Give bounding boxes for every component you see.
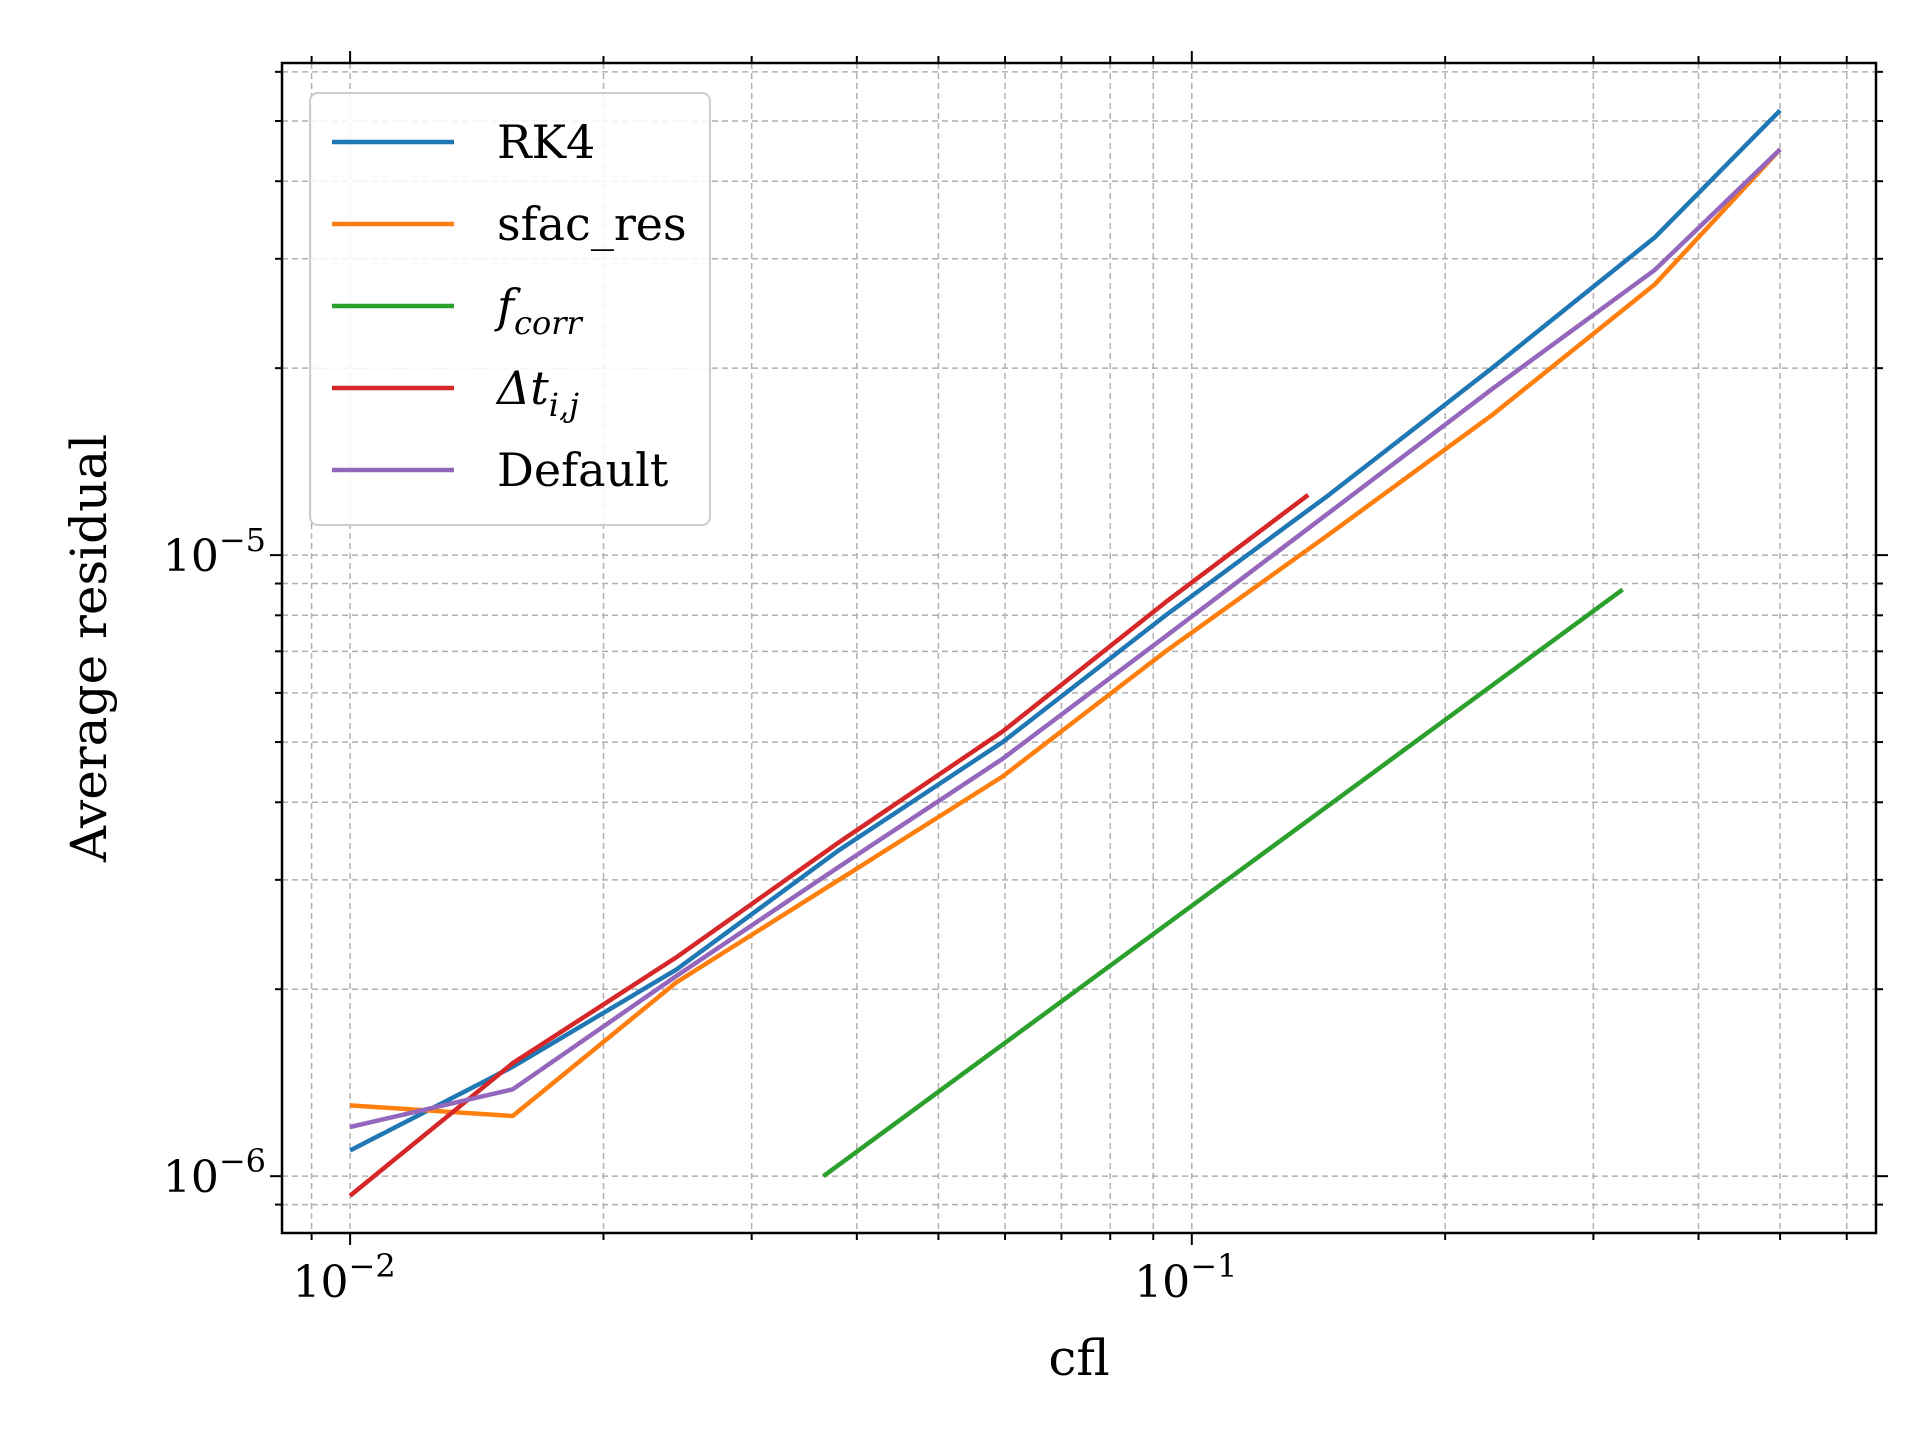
- y-tick-label: 10−5: [163, 521, 266, 582]
- x-tick-label: 10−1: [1134, 1247, 1237, 1308]
- tick-labels: 10−2 10−1 10−6 10−5: [163, 521, 1238, 1308]
- legend-label: fcorr: [494, 279, 584, 342]
- legend-label: RK4: [497, 115, 595, 169]
- legend-label: Default: [497, 443, 669, 497]
- series-line: [822, 587, 1624, 1179]
- y-axis-title: Average residual: [60, 434, 118, 863]
- series-lines: [348, 108, 1782, 1198]
- legend-box: [309, 92, 711, 526]
- y-tick-label: 10−6: [163, 1142, 266, 1203]
- series-line: [349, 147, 1782, 1119]
- x-axis-title: cfl: [1048, 1329, 1109, 1387]
- legend-label: sfac_res: [497, 197, 687, 251]
- legend-label: Δti,j: [495, 361, 579, 424]
- series-line: [349, 108, 1782, 1153]
- series-line: [349, 147, 1782, 1130]
- plot-frame: [280, 61, 1878, 1235]
- x-tick-label: 10−2: [293, 1247, 396, 1308]
- series-line: [348, 493, 1310, 1198]
